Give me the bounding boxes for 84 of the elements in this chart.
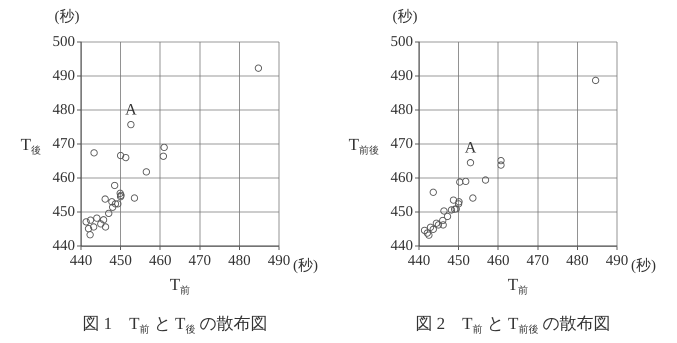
x-tick-label: 470 (188, 252, 212, 269)
point (122, 154, 130, 162)
point (424, 229, 431, 237)
point (462, 178, 470, 186)
point (111, 182, 118, 190)
y-tick-label: 460 (390, 170, 413, 186)
point (452, 205, 460, 213)
y-tick-label: 470 (52, 136, 75, 152)
point (90, 149, 98, 156)
point (86, 231, 94, 238)
point (130, 194, 138, 202)
point (100, 216, 108, 224)
text: (秒) (631, 257, 656, 274)
point (455, 198, 463, 206)
point (440, 207, 448, 215)
y-tick-label: 480 (390, 102, 413, 118)
point (440, 221, 447, 229)
point (497, 161, 505, 169)
y-tick-label: 450 (390, 204, 413, 220)
y-tick-label: 460 (52, 170, 75, 186)
point (444, 212, 452, 220)
point (102, 223, 110, 231)
point (469, 194, 477, 202)
point (108, 198, 116, 206)
point (127, 120, 135, 128)
annotation: A (125, 102, 138, 119)
point (97, 220, 104, 228)
x-tick-label: 470 (526, 252, 550, 269)
point (142, 168, 150, 176)
point (592, 76, 600, 84)
y-tick-label: 470 (390, 136, 413, 152)
point (430, 188, 437, 196)
x-tick-label: 450 (109, 252, 132, 269)
point (454, 200, 462, 208)
point (82, 218, 90, 226)
text: (秒) (293, 257, 318, 274)
y-tick-label: 480 (52, 102, 75, 118)
point (112, 200, 120, 208)
point (114, 200, 122, 208)
point (450, 196, 458, 204)
y-tick-label: 440 (390, 238, 413, 254)
point (116, 152, 124, 160)
point (90, 223, 98, 231)
point (430, 226, 437, 233)
point (450, 206, 458, 213)
point (434, 221, 442, 229)
point (432, 220, 440, 227)
point (116, 190, 124, 197)
point (254, 64, 262, 72)
point (448, 206, 456, 214)
x-tick-label: 480 (228, 252, 251, 269)
point (497, 157, 505, 164)
x-tick-label: 450 (447, 252, 470, 269)
text: (秒) (54, 8, 80, 25)
point (439, 216, 446, 224)
x-tick-label: 490 (606, 252, 628, 269)
x-tick-label: 460 (148, 252, 172, 269)
y-tick-label: 440 (52, 238, 75, 254)
annotation: A (464, 140, 477, 157)
point (482, 176, 490, 184)
y-tick-label: 450 (52, 204, 75, 220)
point (160, 152, 168, 160)
point (86, 216, 94, 224)
y-tick-label: 490 (390, 68, 413, 84)
point (84, 225, 92, 232)
y-tick-label: 500 (390, 34, 413, 50)
x-tick-label: 490 (268, 252, 290, 269)
y-tick-label: 500 (52, 34, 75, 50)
point (160, 144, 168, 152)
point (109, 204, 116, 211)
point (456, 178, 464, 186)
x-tick-label: 480 (566, 252, 589, 269)
point (102, 195, 109, 203)
point (425, 231, 433, 239)
point (420, 226, 428, 234)
y-tick-label: 490 (52, 68, 75, 84)
x-tick-label: 440 (408, 252, 430, 269)
text: (秒) (392, 8, 418, 25)
point (93, 214, 100, 222)
point (466, 159, 474, 166)
x-tick-label: 460 (486, 252, 510, 269)
point (426, 224, 434, 231)
point (105, 210, 112, 218)
x-tick-label: 440 (70, 252, 92, 269)
